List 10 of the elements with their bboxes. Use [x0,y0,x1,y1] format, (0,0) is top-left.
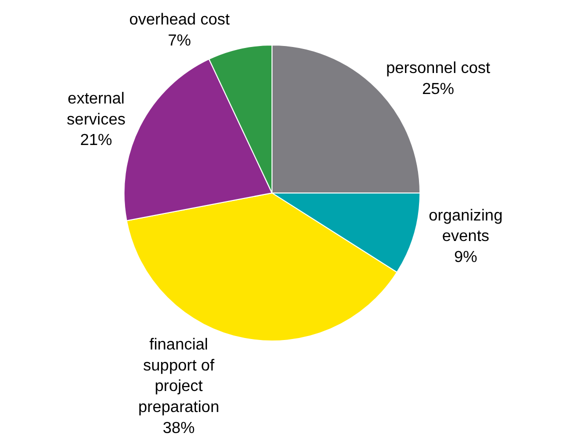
data-label: 7% [168,32,192,50]
slice-label: organizing events [428,207,503,246]
slice-label: external services [66,90,126,128]
slice-label: personnel cost [386,60,491,77]
data-label: 9% [454,248,478,266]
data-label: 38% [162,420,195,437]
slice-label: overhead cost [129,12,230,29]
data-label: 21% [80,132,112,150]
slice-label: financial support of project preparation [138,336,220,416]
data-label: 25% [422,80,454,98]
